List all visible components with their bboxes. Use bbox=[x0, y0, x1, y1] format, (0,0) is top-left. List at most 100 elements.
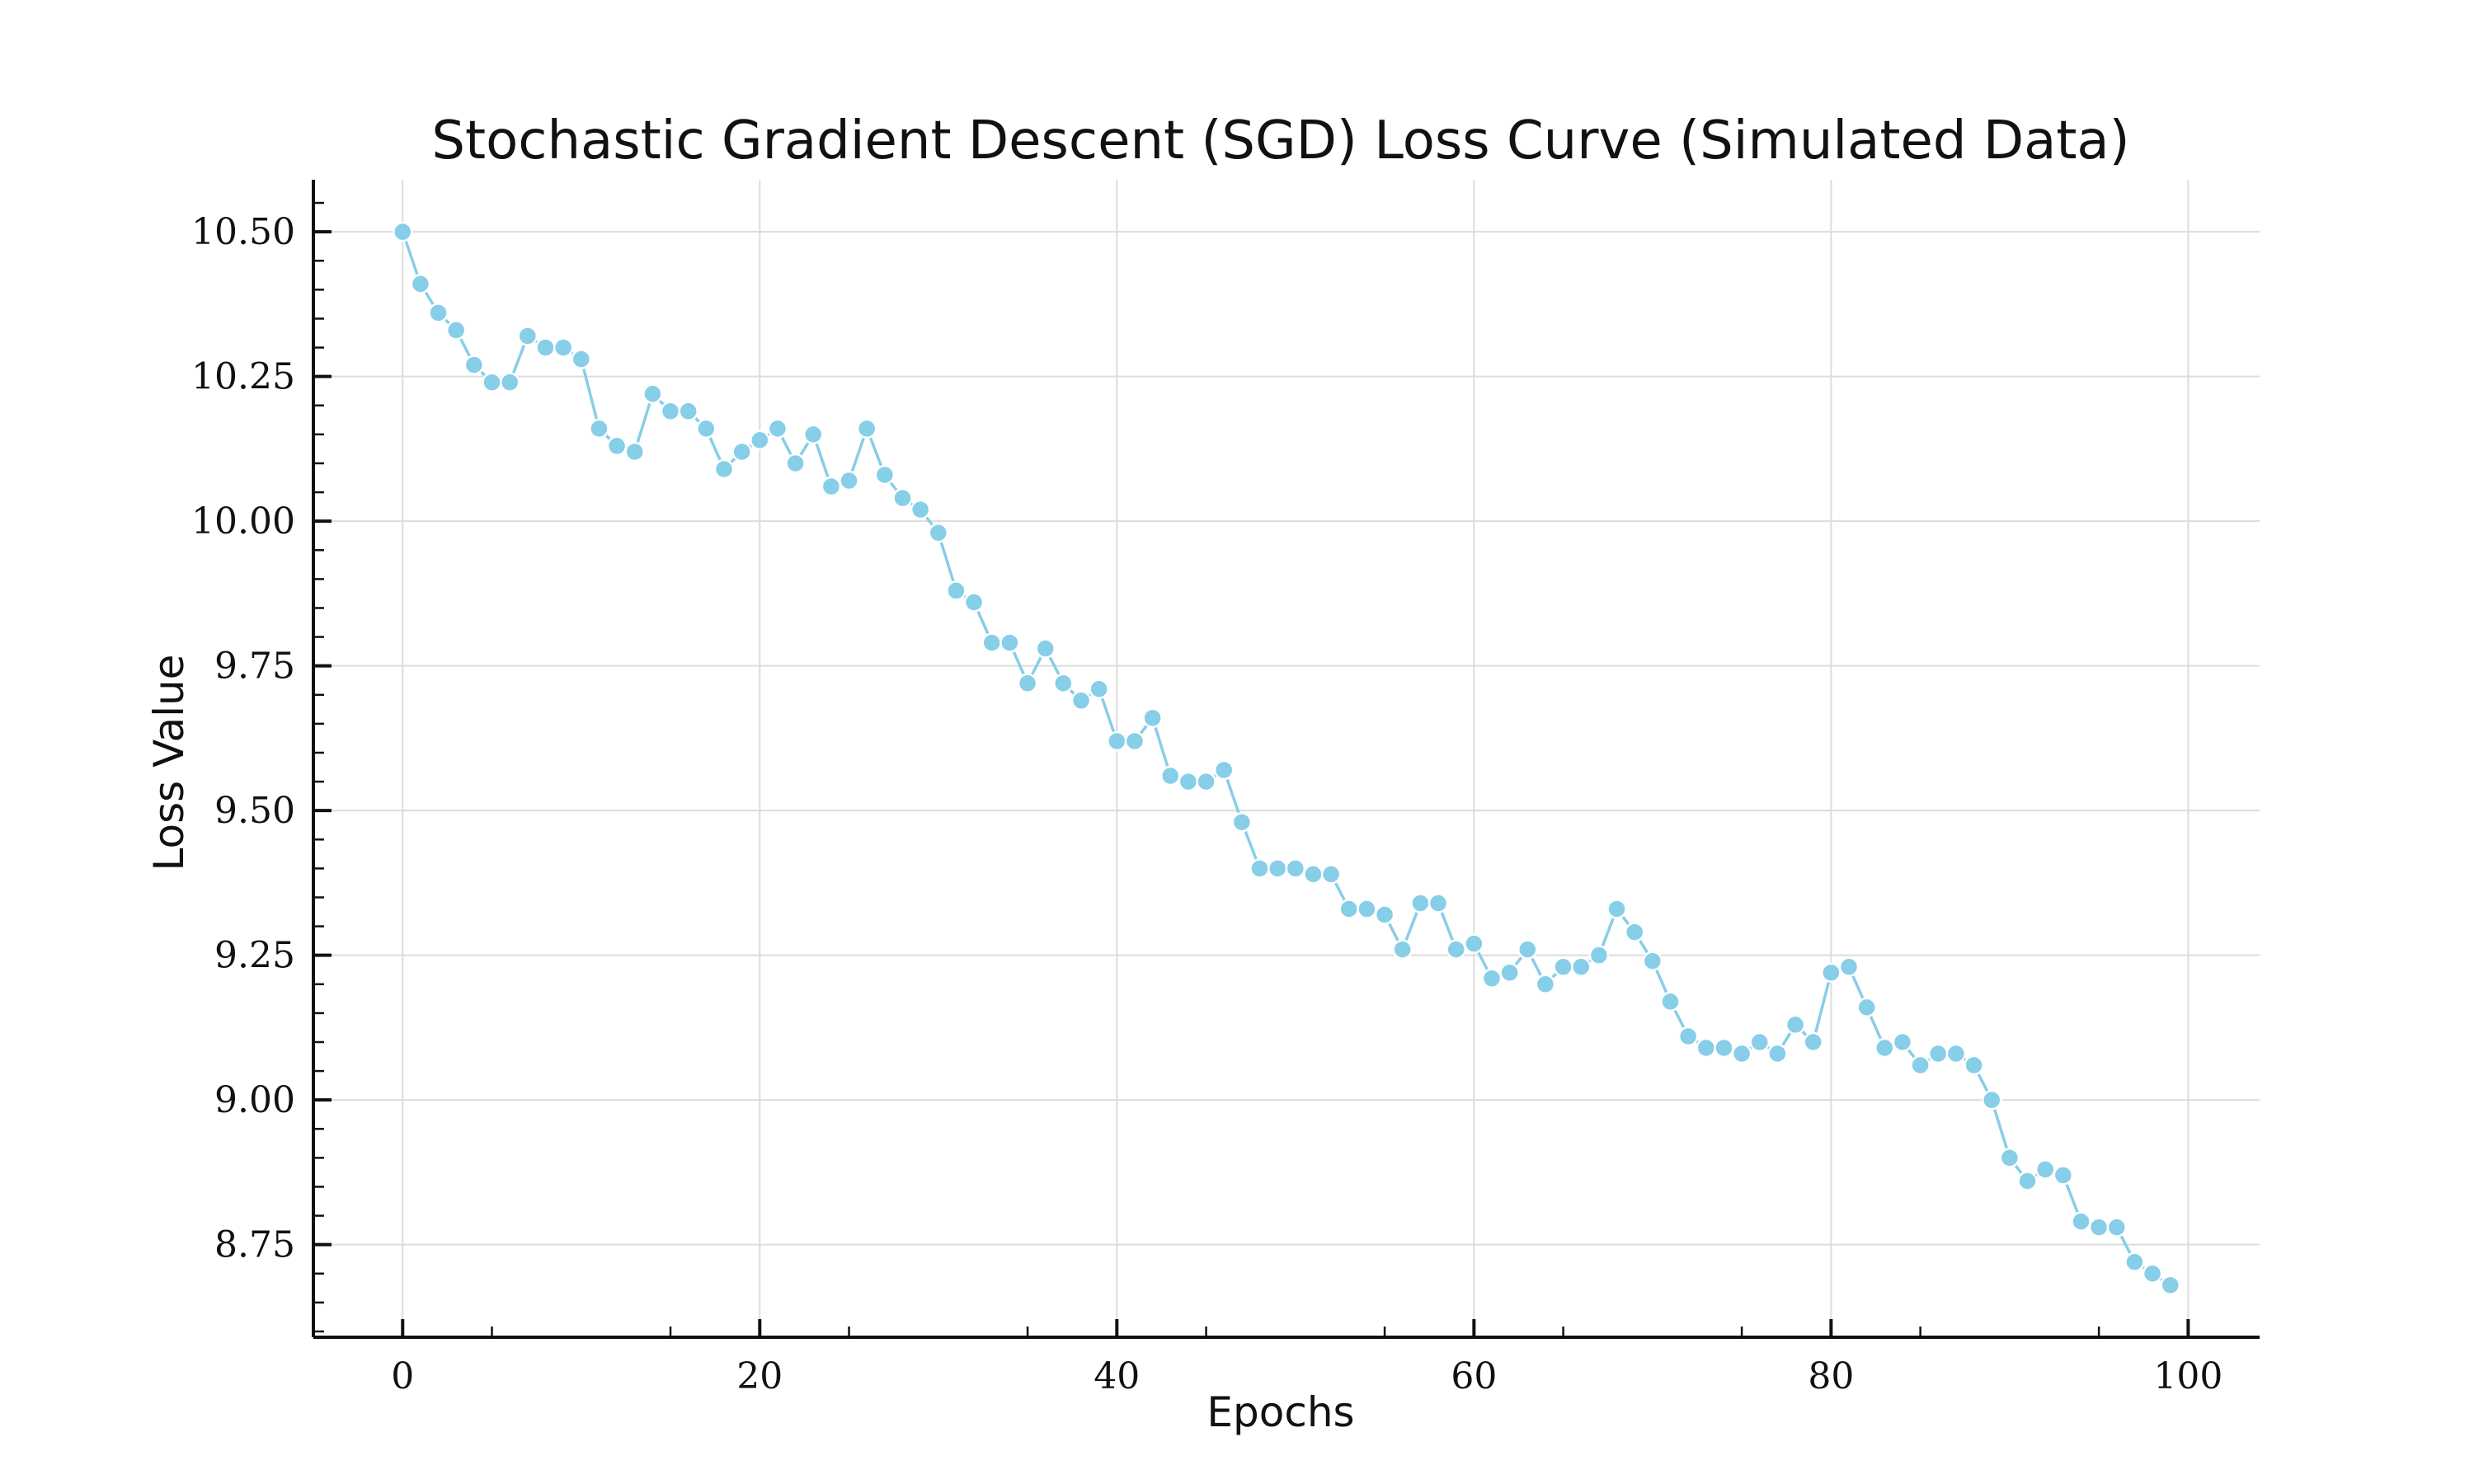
loss-data-point bbox=[1945, 1043, 1967, 1064]
loss-data-point bbox=[1142, 707, 1163, 729]
loss-data-point bbox=[2106, 1217, 2128, 1237]
loss-data-point bbox=[1874, 1037, 1895, 1059]
loss-data-point bbox=[1196, 771, 1216, 792]
loss-data-point bbox=[1446, 939, 1466, 960]
loss-data-point bbox=[624, 441, 645, 463]
loss-data-point bbox=[1303, 864, 1324, 885]
x-tick-label: 100 bbox=[2153, 1355, 2222, 1397]
loss-data-point bbox=[1642, 951, 1663, 971]
loss-data-point bbox=[2017, 1171, 2038, 1191]
loss-data-point bbox=[839, 470, 859, 491]
loss-data-point bbox=[535, 337, 556, 358]
loss-data-point bbox=[1624, 922, 1645, 942]
y-tick-label: 10.50 bbox=[191, 211, 295, 253]
loss-data-point bbox=[463, 355, 485, 375]
x-tick-label: 0 bbox=[391, 1355, 414, 1397]
loss-data-point bbox=[1981, 1089, 2002, 1111]
loss-data-point bbox=[696, 418, 717, 439]
y-tick-label: 8.75 bbox=[214, 1224, 295, 1266]
loss-data-point bbox=[1481, 968, 1503, 989]
loss-data-point bbox=[2053, 1165, 2074, 1186]
loss-data-point bbox=[2160, 1275, 2180, 1296]
loss-data-point bbox=[1070, 690, 1092, 711]
loss-data-point bbox=[1267, 858, 1288, 879]
loss-data-point bbox=[1213, 759, 1235, 781]
loss-data-point bbox=[750, 430, 770, 451]
x-axis-label: Epochs bbox=[1206, 1388, 1354, 1436]
loss-data-point bbox=[1320, 864, 1342, 885]
loss-data-point bbox=[410, 274, 431, 294]
loss-data-point bbox=[1249, 858, 1270, 879]
loss-data-point bbox=[1053, 673, 1074, 693]
loss-data-point bbox=[802, 424, 824, 445]
loss-data-point bbox=[1124, 730, 1145, 752]
loss-data-point bbox=[499, 372, 520, 392]
loss-data-point bbox=[1410, 893, 1431, 913]
loss-data-point bbox=[1731, 1043, 1752, 1064]
loss-data-point bbox=[874, 464, 896, 486]
loss-data-point bbox=[571, 349, 592, 369]
chart-title: Stochastic Gradient Descent (SGD) Loss C… bbox=[431, 110, 2129, 171]
loss-data-point bbox=[1910, 1054, 1931, 1076]
loss-data-point bbox=[1785, 1014, 1806, 1036]
loss-data-point bbox=[589, 418, 609, 439]
loss-data-point bbox=[2088, 1217, 2109, 1237]
x-tick-label: 20 bbox=[736, 1355, 783, 1397]
y-axis-label: Loss Value bbox=[145, 655, 193, 871]
loss-data-point bbox=[1017, 673, 1038, 693]
loss-data-point bbox=[1374, 904, 1395, 925]
loss-data-point bbox=[1696, 1037, 1717, 1059]
loss-data-point bbox=[1999, 1148, 2020, 1168]
loss-data-point bbox=[785, 453, 806, 474]
loss-data-point bbox=[428, 303, 449, 323]
loss-data-point bbox=[1357, 899, 1377, 919]
loss-data-point bbox=[821, 476, 842, 497]
loss-data-point bbox=[1464, 933, 1484, 954]
loss-data-point bbox=[2142, 1263, 2163, 1284]
loss-data-point bbox=[1767, 1043, 1788, 1064]
loss-data-point bbox=[1107, 730, 1127, 752]
y-tick-label: 9.25 bbox=[214, 935, 295, 977]
loss-data-point bbox=[1517, 939, 1538, 960]
loss-data-point bbox=[1964, 1054, 1984, 1076]
loss-data-point bbox=[2071, 1211, 2091, 1232]
loss-data-point bbox=[1588, 945, 1610, 965]
loss-data-point bbox=[713, 458, 735, 480]
loss-data-point bbox=[1427, 893, 1449, 913]
loss-data-point bbox=[981, 632, 1003, 653]
x-tick-label: 40 bbox=[1094, 1355, 1140, 1397]
loss-data-point bbox=[910, 499, 931, 520]
loss-data-point bbox=[1089, 679, 1109, 700]
loss-data-point bbox=[1803, 1031, 1823, 1053]
x-tick-label: 80 bbox=[1808, 1355, 1854, 1397]
loss-data-point bbox=[1535, 974, 1556, 995]
y-tick-label: 10.25 bbox=[191, 356, 295, 398]
loss-data-point bbox=[1499, 962, 1520, 983]
loss-data-point bbox=[517, 326, 539, 346]
loss-data-point bbox=[1660, 991, 1681, 1012]
x-tick-label: 60 bbox=[1451, 1355, 1497, 1397]
loss-data-point bbox=[963, 592, 985, 613]
loss-data-point bbox=[642, 383, 663, 404]
grid-layer bbox=[313, 180, 2260, 1337]
y-tick-label: 10.00 bbox=[191, 500, 295, 542]
loss-data-point bbox=[1749, 1031, 1771, 1053]
loss-data-point bbox=[678, 401, 698, 422]
loss-data-point bbox=[1553, 956, 1573, 977]
y-tick-label: 9.00 bbox=[214, 1079, 295, 1121]
loss-data-point bbox=[1821, 962, 1841, 983]
loss-data-point bbox=[660, 401, 681, 422]
loss-data-point bbox=[731, 441, 752, 463]
loss-data-point bbox=[892, 487, 913, 509]
loss-data-point bbox=[1035, 638, 1056, 659]
loss-data-point bbox=[1178, 771, 1199, 792]
loss-data-point bbox=[928, 522, 949, 543]
loss-data-point bbox=[606, 435, 628, 457]
loss-data-point bbox=[1856, 997, 1877, 1018]
loss-data-point bbox=[1570, 956, 1592, 977]
loss-data-point bbox=[1714, 1037, 1734, 1059]
loss-data-point bbox=[482, 372, 502, 392]
y-tick-label: 9.50 bbox=[214, 790, 295, 832]
y-tick-label: 9.75 bbox=[214, 646, 295, 688]
